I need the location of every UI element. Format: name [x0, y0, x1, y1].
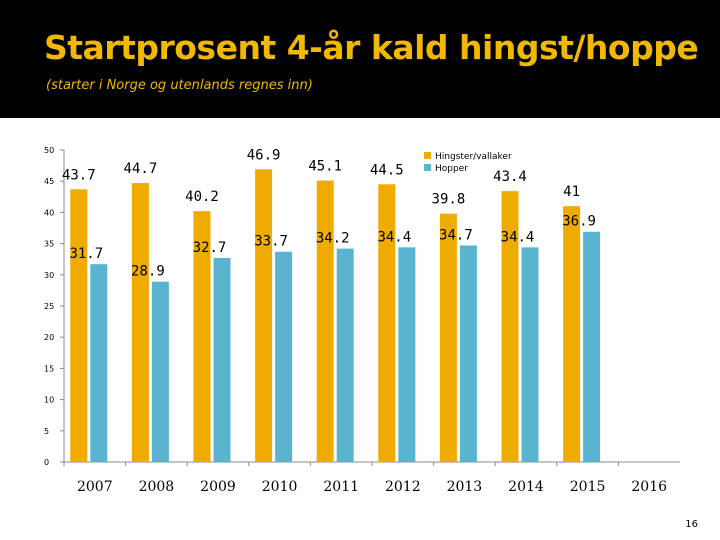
- data-label-hingster: 43.4: [493, 169, 527, 185]
- bar-hingster: [255, 169, 273, 462]
- bar-hopper: [521, 247, 539, 462]
- bar-hopper: [583, 231, 601, 462]
- bar-hingster: [131, 183, 149, 462]
- data-label-hopper: 32.7: [193, 240, 227, 256]
- bar-chart: 0 5 10 15 20 25 30 35 40 45 50 2007 2008 2009 2010 2011…: [44, 146, 680, 495]
- x-tick-label: 2014: [508, 479, 544, 495]
- bar-hopper: [398, 247, 416, 462]
- data-label-hopper: 31.7: [69, 246, 103, 262]
- y-tick-label: 40: [44, 208, 54, 217]
- x-tick-label: 2016: [631, 479, 667, 495]
- data-label-hingster: 39.8: [432, 192, 466, 208]
- y-tick-label: 25: [44, 302, 54, 311]
- x-tick-label: 2013: [447, 479, 483, 495]
- data-label-hopper: 34.4: [501, 229, 535, 245]
- bar-hopper: [151, 281, 169, 462]
- legend-label: Hingster/vallaker: [435, 152, 512, 162]
- legend-label: Hopper: [435, 164, 468, 174]
- data-label-hingster: 44.5: [370, 162, 404, 178]
- x-tick-label: 2011: [323, 479, 359, 495]
- legend-swatch: [424, 152, 431, 159]
- y-tick-label: 0: [44, 458, 49, 467]
- y-tick-label: 10: [44, 396, 54, 405]
- data-label-hopper: 36.9: [562, 214, 596, 230]
- bar-hopper: [275, 251, 293, 462]
- bar-hingster: [378, 184, 396, 462]
- bar-hingster: [316, 180, 334, 463]
- bar-hopper: [213, 257, 231, 462]
- data-label-hingster: 46.9: [247, 147, 281, 163]
- x-tick-label: 2008: [139, 479, 175, 495]
- data-label-hopper: 33.7: [254, 234, 288, 250]
- page-number: 16: [685, 519, 698, 530]
- data-label-hingster: 41: [563, 184, 580, 200]
- bar-hopper: [459, 245, 477, 462]
- x-tick-label: 2007: [77, 479, 113, 495]
- y-tick-label: 35: [44, 240, 54, 249]
- y-tick-label: 30: [44, 271, 54, 280]
- data-label-hopper: 34.4: [377, 229, 411, 245]
- data-label-hopper: 28.9: [131, 264, 165, 280]
- title-band: Startprosent 4-år kald hingst/hoppe (sta…: [0, 0, 720, 118]
- y-tick-label: 15: [44, 364, 54, 373]
- data-label-hingster: 45.1: [308, 159, 342, 175]
- x-tick-label: 2009: [200, 479, 236, 495]
- y-tick-label: 20: [44, 333, 54, 342]
- slide-subtitle: (starter i Norge og utenlands regnes inn…: [46, 78, 313, 93]
- data-label-hingster: 43.7: [62, 167, 96, 183]
- bar-hingster: [563, 206, 581, 462]
- y-tick-label: 5: [44, 427, 49, 436]
- bar-hingster: [70, 189, 88, 462]
- x-tick-label: 2012: [385, 479, 421, 495]
- bar-hingster: [501, 191, 519, 462]
- y-tick-label: 45: [44, 177, 54, 186]
- data-label-hingster: 40.2: [185, 189, 219, 205]
- data-label-hingster: 44.7: [124, 161, 158, 177]
- bar-hingster: [439, 213, 457, 462]
- y-tick-label: 50: [44, 146, 54, 155]
- legend-swatch: [424, 164, 431, 171]
- bar-hingster: [193, 211, 211, 462]
- data-label-hopper: 34.2: [316, 231, 350, 247]
- slide-title: Startprosent 4-år kald hingst/hoppe: [44, 28, 699, 67]
- data-label-hopper: 34.7: [439, 227, 473, 243]
- x-tick-label: 2010: [262, 479, 298, 495]
- bar-hopper: [90, 264, 108, 462]
- x-tick-label: 2015: [570, 479, 606, 495]
- bar-hopper: [336, 248, 354, 462]
